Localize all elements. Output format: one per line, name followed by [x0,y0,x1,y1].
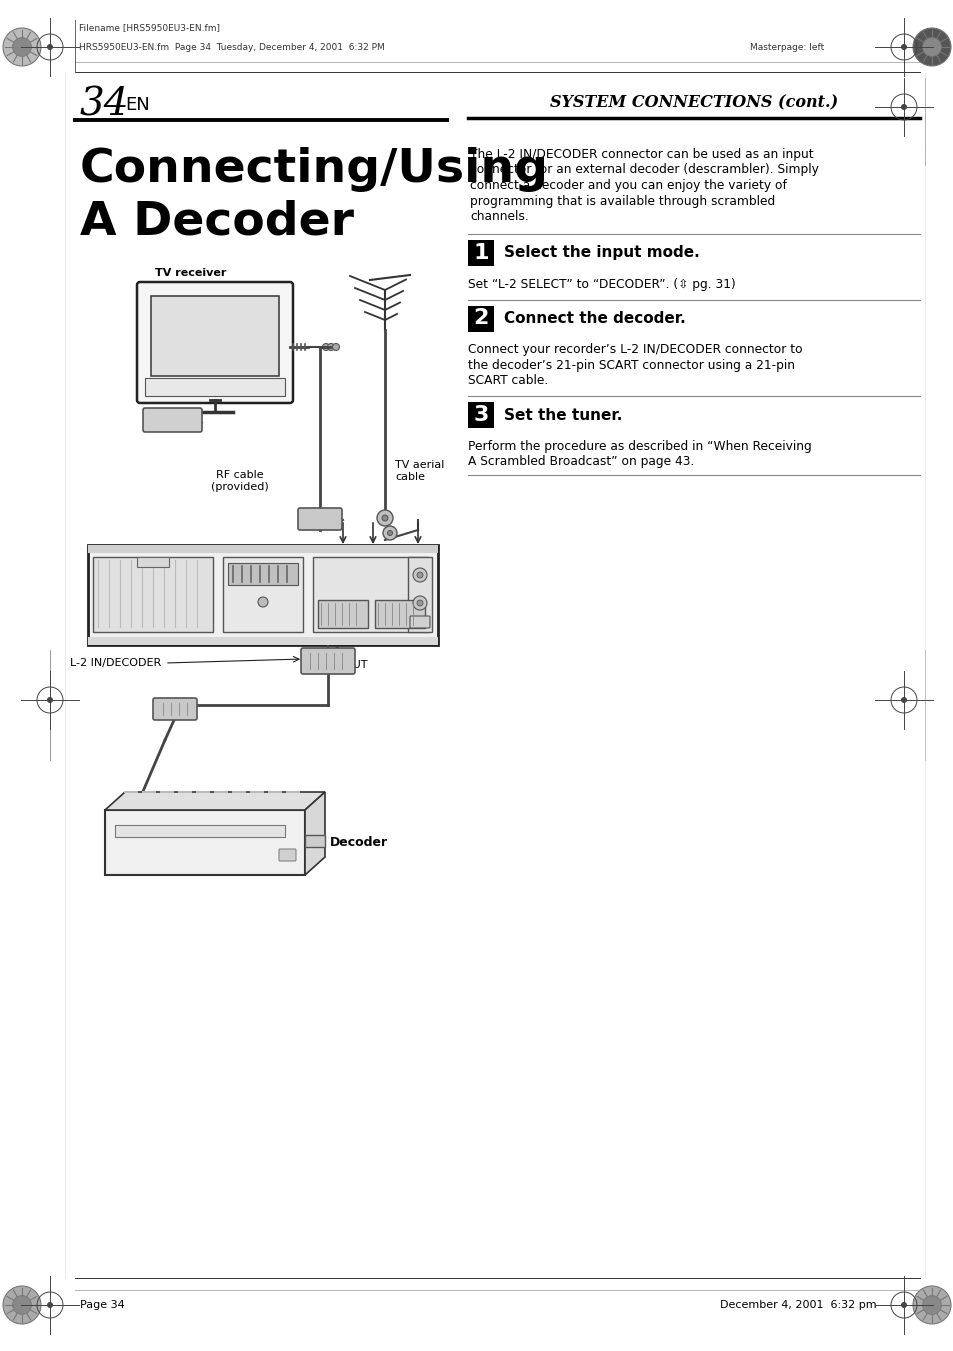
Circle shape [901,104,905,109]
Text: EN: EN [125,96,150,113]
FancyBboxPatch shape [297,508,341,530]
Text: Perform the procedure as described in “When Receiving: Perform the procedure as described in “W… [468,440,811,453]
FancyBboxPatch shape [317,600,368,628]
FancyBboxPatch shape [375,600,424,628]
Text: Select the input mode.: Select the input mode. [503,246,699,261]
Text: channels.: channels. [470,209,528,223]
FancyBboxPatch shape [137,557,169,567]
Circle shape [922,1296,941,1315]
Circle shape [322,343,329,350]
Text: A Decoder: A Decoder [80,200,354,245]
Circle shape [3,28,41,66]
FancyArrowPatch shape [152,415,202,423]
Text: Masterpage: left: Masterpage: left [749,43,823,53]
FancyBboxPatch shape [301,648,355,674]
Text: Page 34: Page 34 [80,1300,125,1310]
FancyBboxPatch shape [152,698,196,720]
Text: 2: 2 [473,308,488,328]
Text: SCART cable.: SCART cable. [468,374,548,388]
Text: connect a decoder and you can enjoy the variety of: connect a decoder and you can enjoy the … [470,178,786,192]
Text: programming that is available through scrambled: programming that is available through sc… [470,195,775,208]
Text: The L-2 IN/DECODER connector can be used as an input: The L-2 IN/DECODER connector can be used… [470,149,813,161]
FancyBboxPatch shape [408,557,432,632]
Circle shape [381,515,388,521]
Circle shape [413,567,427,582]
Text: Connecting/Using: Connecting/Using [80,147,548,192]
Circle shape [12,1296,31,1315]
FancyBboxPatch shape [468,403,494,428]
Text: 3: 3 [473,405,488,426]
Circle shape [416,571,422,578]
Text: Set the tuner.: Set the tuner. [503,408,621,423]
Circle shape [12,38,31,57]
FancyBboxPatch shape [88,544,437,553]
Text: Connect your recorder’s L-2 IN/DECODER connector to: Connect your recorder’s L-2 IN/DECODER c… [468,343,801,357]
Circle shape [48,1302,52,1308]
Text: the decoder’s 21-pin SCART connector using a 21-pin: the decoder’s 21-pin SCART connector usi… [468,359,794,372]
FancyBboxPatch shape [143,408,202,432]
Text: TV receiver: TV receiver [154,267,226,278]
FancyBboxPatch shape [151,296,278,376]
Text: A Scrambled Broadcast” on page 43.: A Scrambled Broadcast” on page 43. [468,455,694,469]
Text: RF cable
(provided): RF cable (provided) [211,470,269,492]
Circle shape [901,697,905,703]
FancyBboxPatch shape [137,282,293,403]
Circle shape [3,1286,41,1324]
Polygon shape [105,792,325,811]
FancyBboxPatch shape [313,557,428,632]
Circle shape [48,697,52,703]
Text: Filename [HRS5950EU3-EN.fm]: Filename [HRS5950EU3-EN.fm] [79,23,220,32]
Circle shape [922,38,941,57]
Circle shape [327,343,335,350]
Circle shape [416,600,422,607]
Circle shape [257,597,268,607]
Circle shape [912,1286,950,1324]
Circle shape [912,28,950,66]
Text: Set “L-2 SELECT” to “DECODER”. (⇳ pg. 31): Set “L-2 SELECT” to “DECODER”. (⇳ pg. 31… [468,278,735,290]
Circle shape [901,45,905,50]
Circle shape [387,531,392,535]
FancyBboxPatch shape [88,638,437,644]
Circle shape [413,596,427,611]
Circle shape [901,1302,905,1308]
FancyBboxPatch shape [468,305,494,331]
Text: L-1 IN/OUT: L-1 IN/OUT [308,661,367,670]
FancyBboxPatch shape [468,240,494,266]
FancyBboxPatch shape [88,544,437,644]
Text: connector for an external decoder (descrambler). Simply: connector for an external decoder (descr… [470,163,818,177]
FancyBboxPatch shape [105,811,305,875]
Circle shape [382,526,396,540]
Text: 1: 1 [473,243,488,263]
FancyBboxPatch shape [278,848,295,861]
Text: Decoder: Decoder [330,835,388,848]
FancyBboxPatch shape [410,616,430,628]
Text: L-2 IN/DECODER: L-2 IN/DECODER [70,658,161,667]
FancyBboxPatch shape [305,835,325,847]
Polygon shape [305,792,325,875]
Circle shape [376,509,393,526]
Text: Connect the decoder.: Connect the decoder. [503,311,685,326]
Text: SYSTEM CONNECTIONS (cont.): SYSTEM CONNECTIONS (cont.) [549,95,838,112]
FancyBboxPatch shape [115,825,285,838]
Circle shape [333,343,339,350]
Text: 34: 34 [80,86,130,123]
FancyBboxPatch shape [145,378,285,396]
Text: TV aerial
cable: TV aerial cable [395,459,444,481]
Circle shape [48,45,52,50]
Text: HRS5950EU3-EN.fm  Page 34  Tuesday, December 4, 2001  6:32 PM: HRS5950EU3-EN.fm Page 34 Tuesday, Decemb… [79,43,384,53]
FancyBboxPatch shape [92,557,213,632]
FancyBboxPatch shape [228,563,297,585]
FancyBboxPatch shape [223,557,303,632]
Text: December 4, 2001  6:32 pm: December 4, 2001 6:32 pm [720,1300,876,1310]
